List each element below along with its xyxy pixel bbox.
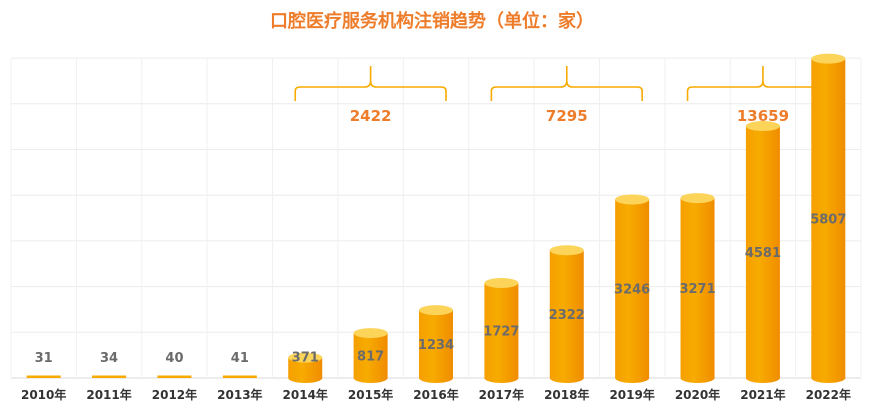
- x-tick-label: 2021年: [740, 387, 785, 402]
- data-label: 817: [357, 350, 384, 365]
- group-total-label: 13659: [737, 107, 789, 125]
- x-tick-label: 2013年: [217, 387, 262, 402]
- x-tick-label: 2022年: [806, 387, 851, 402]
- data-label: 5807: [810, 212, 846, 227]
- bar-2018年: 2322: [549, 245, 585, 383]
- bar-2012年: 40: [157, 351, 192, 378]
- x-tick-label: 2011年: [86, 387, 131, 402]
- bar-top: [419, 305, 453, 316]
- x-tick-label: 2010年: [21, 387, 66, 402]
- bar-top: [484, 278, 519, 289]
- data-label: 40: [165, 351, 183, 366]
- bar-top: [353, 328, 388, 339]
- x-tick-label: 2017年: [479, 387, 524, 402]
- x-tick-label: 2020年: [675, 387, 720, 402]
- bar-top: [615, 194, 650, 205]
- data-label: 1234: [418, 338, 454, 353]
- bar-body: [484, 283, 519, 383]
- bar-2014年: 371: [288, 351, 323, 383]
- bar-2020年: 3271: [679, 193, 716, 383]
- bars: 31 34 40 41 371 817 1234 1727 2322 3246 3271 4581 58…: [26, 53, 846, 384]
- bar-body: [549, 250, 584, 383]
- x-tick-label: 2018年: [544, 387, 589, 402]
- data-label: 41: [231, 351, 249, 366]
- bar-top: [549, 245, 584, 256]
- bar-body: [680, 198, 715, 383]
- x-tick-label: 2016年: [413, 387, 458, 402]
- bar-body: [26, 375, 61, 378]
- data-label: 371: [292, 351, 319, 366]
- bar-body: [615, 199, 650, 383]
- data-label: 34: [100, 351, 118, 366]
- bar-top: [745, 121, 780, 132]
- bar-2019年: 3246: [614, 194, 650, 383]
- bar-body: [419, 310, 453, 383]
- x-tick-label: 2012年: [152, 387, 197, 402]
- x-tick-label: 2014年: [283, 387, 328, 402]
- bar-body: [353, 333, 388, 383]
- bar-top: [680, 193, 715, 204]
- bar-body: [92, 375, 127, 378]
- x-axis-ticks: 2010年 2011年 2012年 2013年 2014年 2015年 2016年 2017年…: [21, 387, 851, 402]
- group-brace: 2422: [294, 66, 447, 125]
- x-tick-label: 2015年: [348, 387, 393, 402]
- bar-2017年: 1727: [483, 278, 519, 383]
- x-tick-label: 2019年: [609, 387, 654, 402]
- group-total-label: 2422: [350, 107, 392, 125]
- bar-2010年: 31: [26, 351, 61, 378]
- bar-body: [157, 375, 192, 378]
- group-brace: 7295: [490, 66, 643, 125]
- bar-2016年: 1234: [418, 305, 454, 383]
- bar-top: [288, 352, 323, 363]
- bar-top: [811, 53, 846, 64]
- bar-2011年: 34: [92, 351, 127, 378]
- data-label: 1727: [483, 325, 519, 340]
- bar-body: [288, 357, 323, 383]
- group-total-label: 7295: [546, 107, 588, 125]
- chart-title: 口腔医疗服务机构注销趋势（单位：家）: [270, 10, 594, 32]
- data-label: 3271: [679, 282, 715, 297]
- bar-body: [811, 58, 846, 384]
- bar-body: [745, 126, 780, 384]
- grid-lines: [10, 57, 862, 379]
- bar-2013年: 41: [222, 351, 257, 378]
- data-label: 4581: [745, 246, 781, 261]
- bar-2022年: 5807: [810, 53, 846, 384]
- data-label: 31: [35, 351, 53, 366]
- bar-2021年: 4581: [745, 121, 781, 384]
- data-label: 2322: [549, 308, 585, 323]
- group-braces: 2422 7295 13659: [294, 66, 840, 125]
- bar-body: [222, 375, 257, 378]
- data-label: 3246: [614, 283, 650, 298]
- bar-2015年: 817: [353, 328, 388, 383]
